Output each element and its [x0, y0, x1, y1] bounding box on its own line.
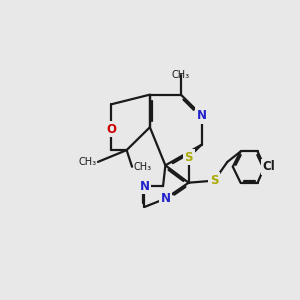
- Text: S: S: [184, 151, 193, 164]
- Text: N: N: [160, 192, 170, 205]
- Text: N: N: [140, 180, 149, 193]
- Text: S: S: [210, 174, 218, 187]
- Text: CH₃: CH₃: [79, 157, 97, 167]
- Text: Cl: Cl: [263, 160, 276, 173]
- Text: N: N: [197, 109, 207, 122]
- Text: O: O: [106, 123, 116, 136]
- Text: CH₃: CH₃: [172, 70, 190, 80]
- Text: CH₃: CH₃: [133, 162, 152, 172]
